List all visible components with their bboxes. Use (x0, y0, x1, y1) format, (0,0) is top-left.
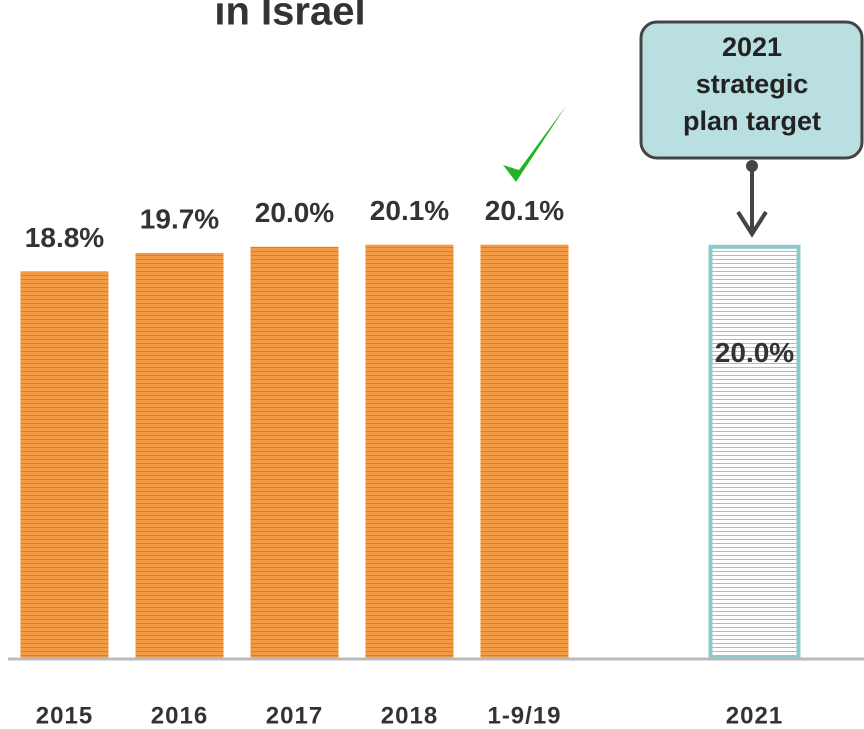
x-tick-label: 2021 (726, 702, 783, 729)
value-label: 20.0% (715, 337, 794, 368)
x-tick-label: 2018 (381, 702, 438, 729)
bar (135, 252, 224, 658)
value-label: 18.8% (25, 222, 104, 253)
x-tick-label: 2015 (36, 702, 93, 729)
bar (480, 244, 569, 658)
bar (20, 271, 109, 658)
x-tick-label: 2017 (266, 702, 323, 729)
bar (250, 246, 339, 658)
chart-title: in Israel (214, 0, 365, 34)
value-label: 19.7% (140, 203, 219, 234)
value-label: 20.1% (485, 195, 564, 226)
x-tick-label: 2016 (151, 702, 208, 729)
bar (708, 244, 801, 660)
check-mark (503, 106, 566, 182)
value-label: 20.0% (255, 197, 334, 228)
callout-box (639, 20, 864, 160)
bar (365, 244, 454, 658)
value-label: 20.1% (370, 195, 449, 226)
annotation-line: 2021 (722, 32, 782, 62)
annotation-line: strategic (696, 69, 809, 99)
callout-arrowhead (736, 210, 768, 238)
x-tick-label: 1-9/19 (487, 702, 561, 729)
annotation-line: plan target (683, 106, 821, 136)
